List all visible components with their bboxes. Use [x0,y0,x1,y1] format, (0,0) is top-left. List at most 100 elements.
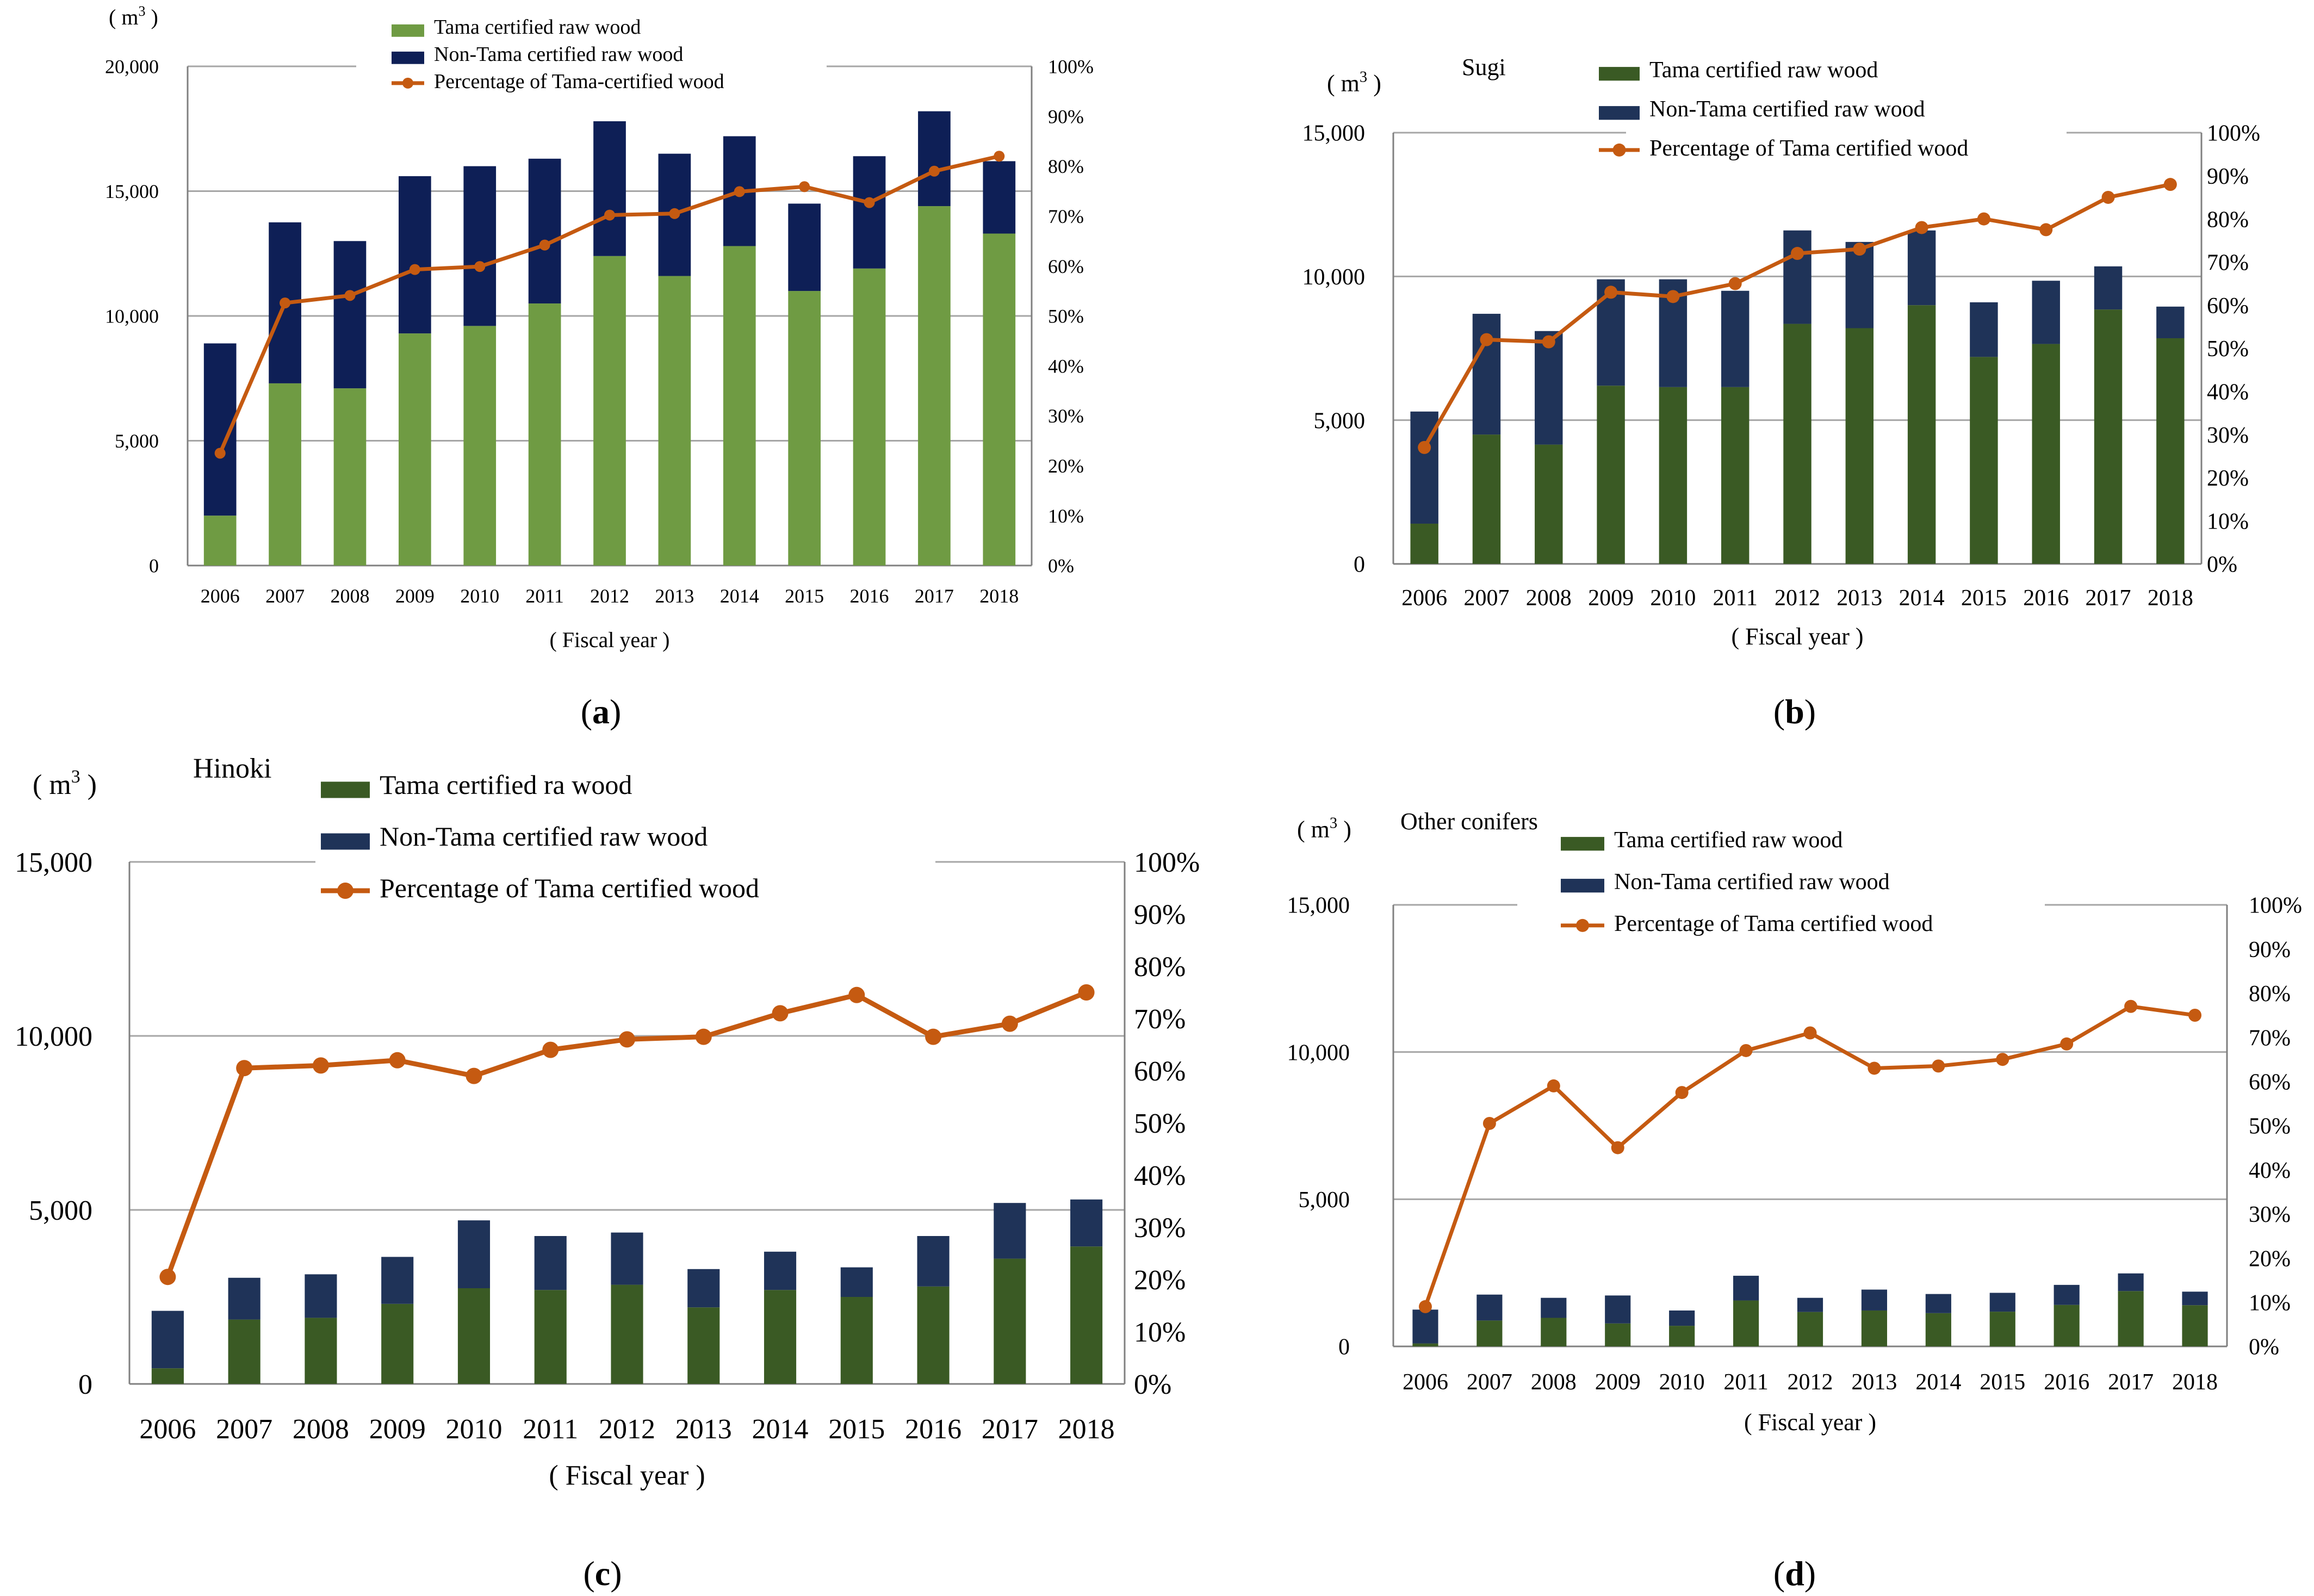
legend-swatch [1561,879,1604,893]
x-tick-label: 2017 [982,1414,1038,1445]
bar-non-tama-2009 [399,176,431,334]
y-tick-label: 10,000 [1302,265,1366,290]
y2-tick-label: 30% [2249,1202,2291,1227]
bar-tama-2013 [1861,1310,1888,1346]
pct-point-2007 [1480,333,1493,346]
y2-tick-label: 100% [2207,121,2260,146]
legend-label: Percentage of Tama-certified wood [434,70,724,93]
legend-swatch [1599,106,1640,120]
x-tick-label: 2010 [1659,1370,1705,1395]
y-tick-label: 15,000 [105,181,159,202]
y-tick-label: 10,000 [15,1021,92,1052]
bar-non-tama-2016 [917,1236,950,1287]
pct-point-2006 [214,448,226,459]
y-tick-label: 5,000 [115,430,159,452]
chart-title: Sugi [1462,54,1506,80]
bar-tama-2008 [1541,1318,1567,1346]
pct-point-2014 [1932,1059,1945,1073]
y2-tick-label: 80% [2249,982,2291,1007]
y2-tick-label: 80% [1134,952,1186,983]
pct-point-2008 [1542,335,1555,349]
x-tick-label: 2011 [523,1414,578,1445]
legend-swatch [392,51,424,64]
y-tick-label: 0 [1338,1335,1350,1360]
y-tick-label: 20,000 [105,56,159,78]
bar-tama-2009 [381,1303,414,1384]
y-tick-label: 5,000 [1314,408,1366,433]
chart-panel-a: 0 5,000 10,000 15,000 20,000 0% 10% 20% 30% 40% 50… [105,3,1094,731]
x-tick-label: 2010 [445,1414,502,1445]
y2-tick-label: 10% [2249,1291,2291,1316]
y-tick-label: 15,000 [1302,121,1366,146]
x-tick-label: 2013 [655,585,694,607]
x-tick-label: 2016 [905,1414,961,1445]
bar-non-tama-2016 [2032,281,2060,344]
legend-label: Tama certified raw wood [1649,58,1878,83]
legend-swatch [1599,67,1640,81]
bar-non-tama-2015 [1989,1293,2015,1312]
bar-tama-2009 [1605,1323,1631,1346]
pct-point-2015 [848,986,865,1003]
x-tick-label: 2011 [1713,586,1757,611]
y2-tick-label: 50% [2249,1114,2291,1139]
bar-non-tama-2016 [853,156,886,269]
bar-non-tama-2012 [611,1232,643,1285]
pct-point-2011 [542,1041,559,1058]
bar-non-tama-2015 [840,1267,873,1297]
y2-tick-label: 100% [2249,893,2302,918]
bar-tama-2012 [1783,324,1812,564]
y2-tick-label: 90% [2249,937,2291,962]
pct-point-2010 [1675,1086,1689,1100]
bar-tama-2014 [723,246,756,566]
bar-tama-2010 [463,326,497,566]
x-tick-label: 2006 [139,1414,196,1445]
legend-marker [1612,143,1626,157]
legend-swatch [321,781,370,798]
x-tick-label: 2013 [1837,586,1882,611]
y2-tick-label: 60% [2249,1070,2291,1095]
bar-tama-2010 [1659,387,1688,564]
y2-tick-label: 60% [1048,256,1084,277]
bar-non-tama-2013 [1861,1289,1888,1311]
bar-tama-2018 [1070,1246,1103,1384]
bar-non-tama-2008 [1541,1297,1567,1318]
y2-tick-label: 0% [2207,552,2237,577]
y2-tick-label: 90% [1134,899,1186,930]
pct-point-2014 [1915,221,1928,234]
bar-tama-2010 [457,1288,491,1384]
y2-tick-label: 30% [1134,1213,1186,1244]
legend-label: Tama certified ra wood [380,769,632,800]
y-tick-label: 10,000 [105,306,159,327]
pct-point-2011 [539,239,550,251]
bar-tama-2016 [917,1286,950,1384]
legend-swatch [392,24,424,37]
bar-tama-2014 [1925,1313,1951,1346]
bar-non-tama-2006 [151,1311,184,1369]
x-tick-label: 2010 [460,585,499,607]
x-tick-label: 2009 [1588,586,1634,611]
x-tick-label: 2015 [828,1414,885,1445]
legend-label: Non-Tama certified raw wood [1649,97,1925,122]
pct-point-2018 [2188,1009,2202,1022]
x-tick-label: 2015 [1961,586,2007,611]
bar-tama-2012 [1797,1312,1823,1346]
bar-non-tama-2013 [1845,241,1874,328]
y2-tick-label: 70% [2249,1026,2291,1051]
bar-tama-2018 [2182,1305,2208,1346]
x-tick-label: 2009 [369,1414,426,1445]
y-unit-label: ( m3 ) [1297,815,1351,843]
pct-point-2011 [1728,277,1742,290]
bar-tama-2016 [2054,1305,2080,1346]
bar-tama-2006 [1410,523,1438,564]
bar-non-tama-2009 [1605,1295,1631,1324]
y2-tick-label: 40% [1048,355,1084,377]
pct-point-2016 [2039,223,2053,237]
x-tick-label: 2017 [2108,1370,2154,1395]
bar-non-tama-2017 [2118,1273,2144,1291]
bar-tama-2011 [1733,1300,1759,1346]
y-tick-label: 0 [149,555,159,577]
pct-point-2009 [389,1052,406,1069]
y2-tick-label: 20% [1048,455,1084,477]
bar-non-tama-2014 [764,1251,797,1290]
